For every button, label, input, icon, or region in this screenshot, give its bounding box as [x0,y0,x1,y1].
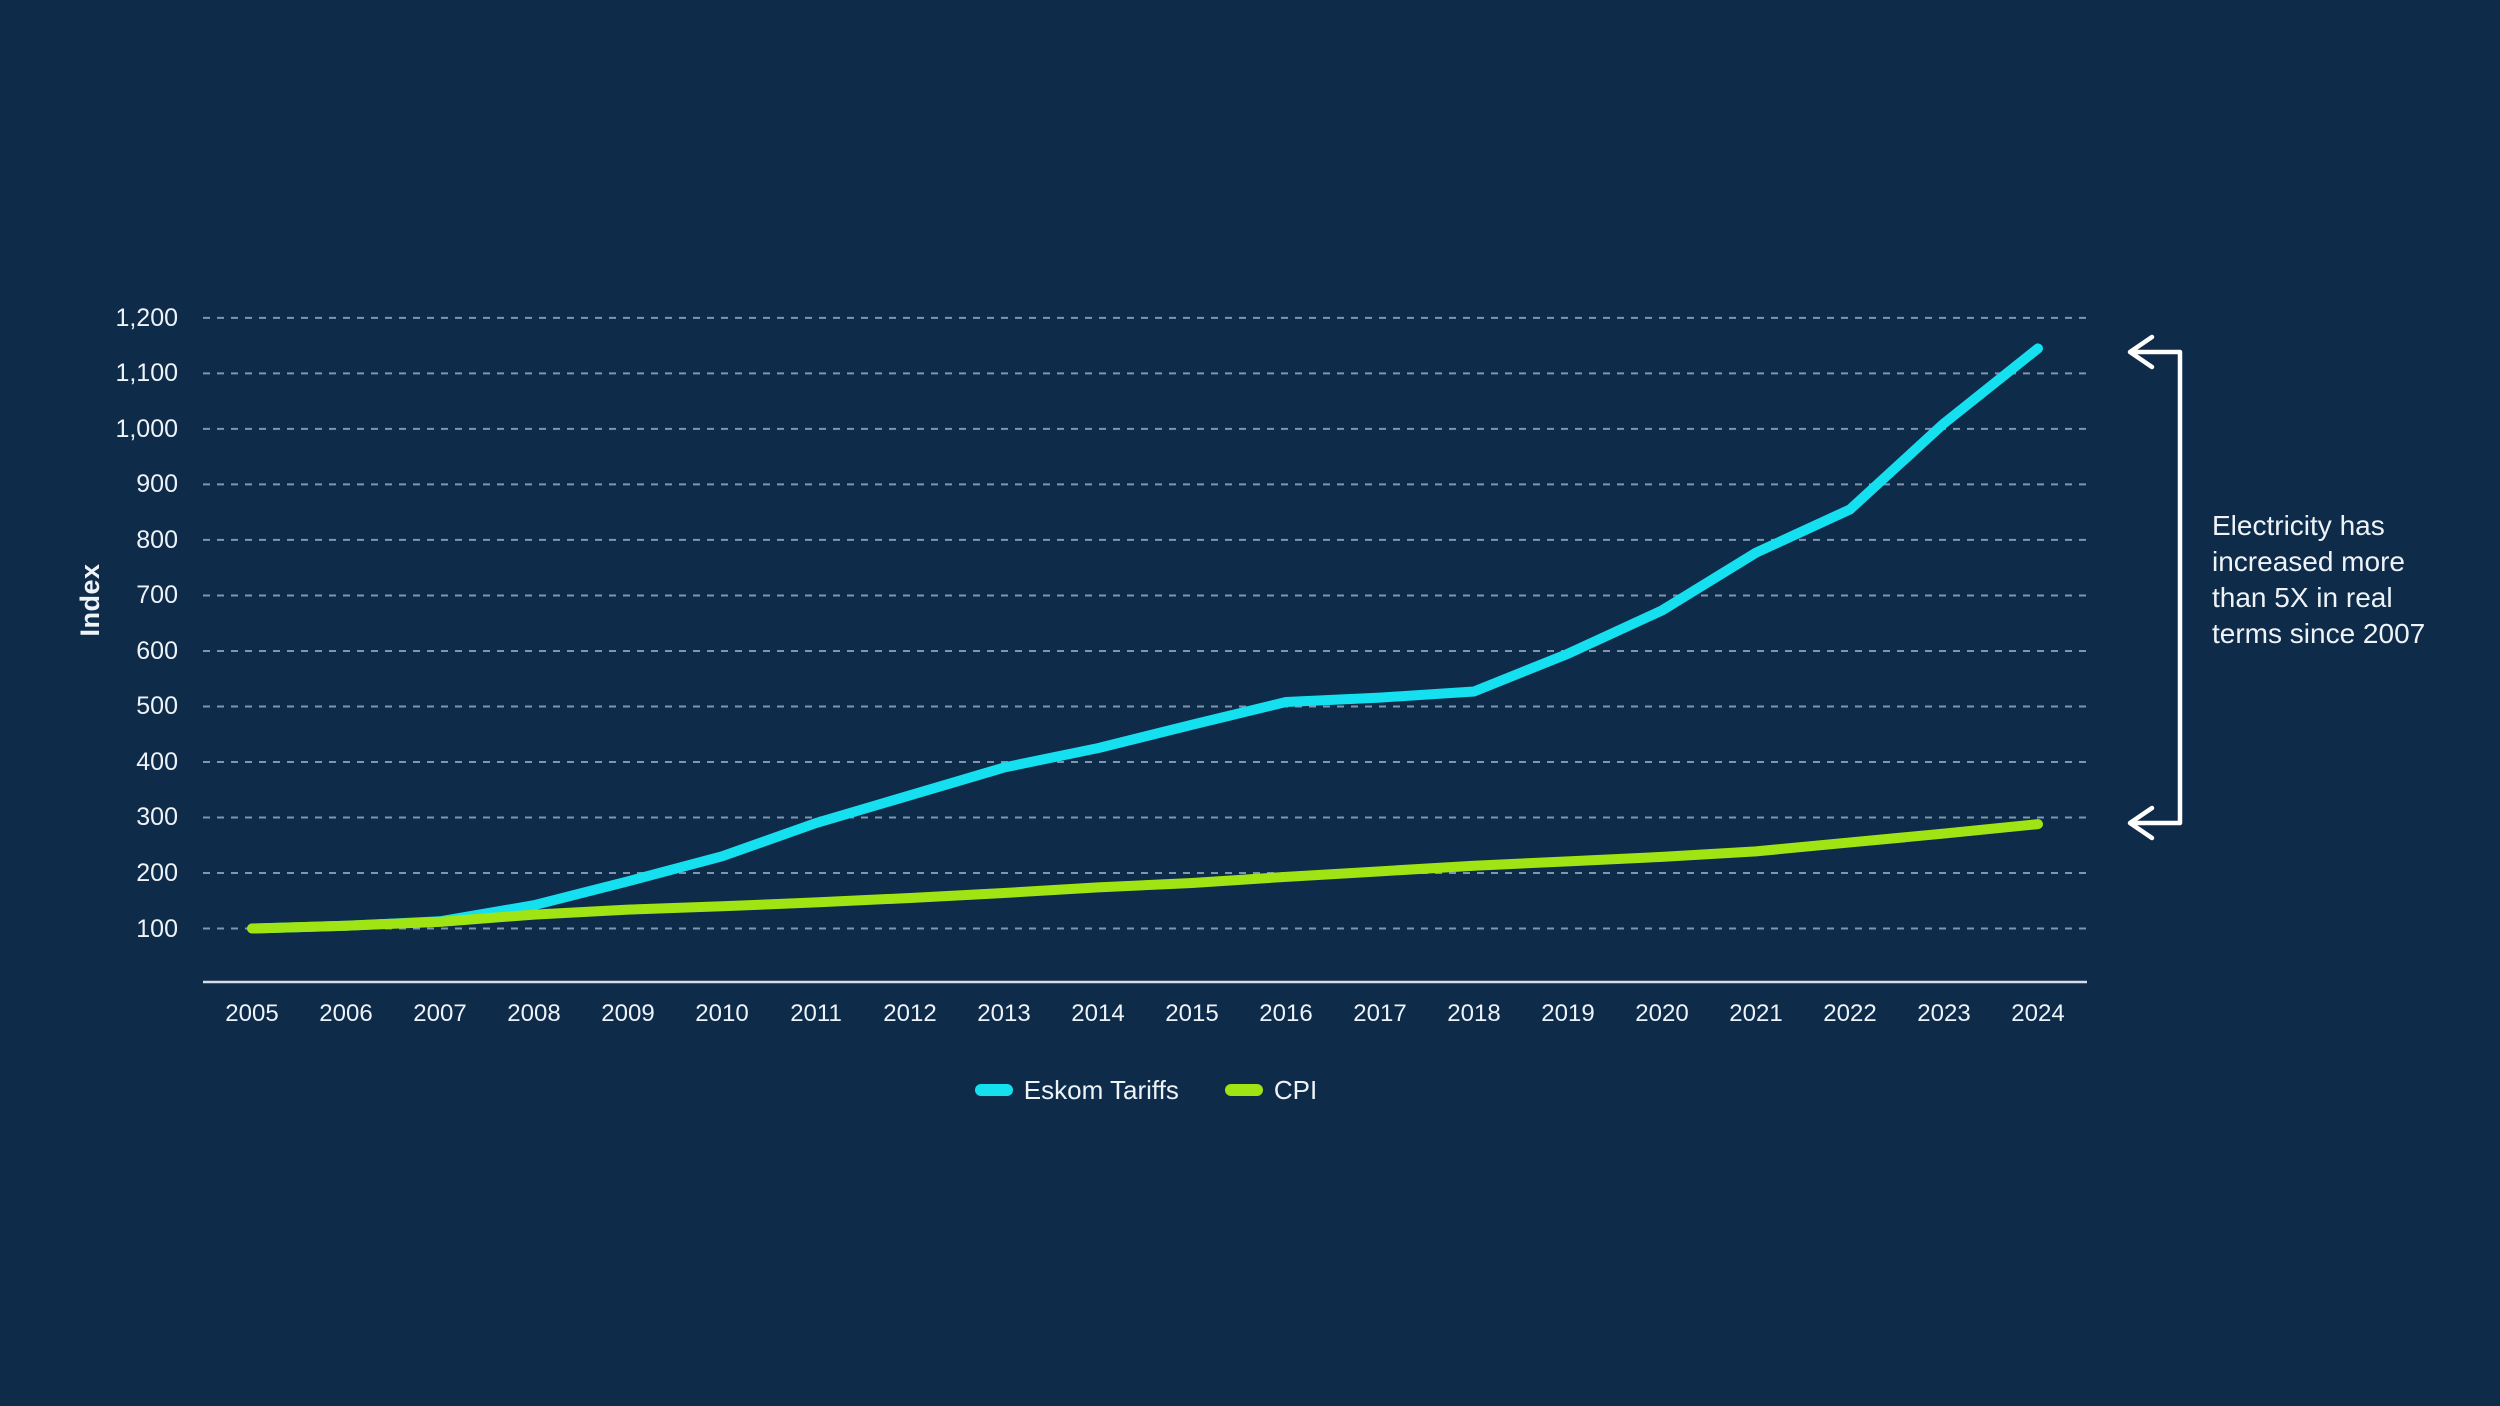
x-tick-label: 2006 [319,1000,373,1027]
annotation-text: Electricity has increased more than 5X i… [2212,508,2462,652]
x-tick-label: 2015 [1165,1000,1219,1027]
legend-item-eskom-tariffs: Eskom Tariffs [974,1074,1179,1106]
series-lines-group [247,343,2043,934]
annotation-line: increased more [2212,546,2405,577]
x-tick-label: 2010 [695,1000,749,1027]
y-tick-label: 800 [136,525,178,554]
gridlines-group [203,316,2087,984]
bracket-arrow-top-icon [2127,334,2155,370]
x-tick-label: 2008 [507,1000,561,1027]
y-tick-label: 900 [136,470,178,499]
x-tick-label: 2005 [225,1000,279,1027]
y-tick-label: 100 [136,914,178,943]
legend-label-eskom-tariffs: Eskom Tariffs [1023,1074,1179,1105]
legend-item-cpi: CPI [1224,1074,1318,1106]
y-tick-label: 700 [136,581,178,610]
x-tick-label: 2021 [1729,1000,1783,1027]
bracket-line [2133,349,2183,826]
y-tick-label: 400 [136,747,178,776]
x-tick-label: 2013 [977,1000,1031,1027]
y-tick-label: 1,200 [115,303,178,332]
y-axis-title: Index [75,563,105,637]
legend: Eskom Tariffs CPI [204,1072,2088,1108]
annotation-line: than 5X in real [2212,582,2393,613]
x-tick-label: 2018 [1447,1000,1501,1027]
x-tick-label: 2011 [790,1000,842,1027]
eskom-tariffs-swatch-icon [974,1084,1013,1096]
x-tick-label: 2017 [1353,1000,1407,1027]
annotation-line: terms since 2007 [2212,618,2426,649]
legend-label-cpi: CPI [1273,1074,1318,1105]
x-tick-label: 2022 [1823,1000,1877,1027]
x-tick-label: 2009 [601,1000,655,1027]
y-tick-label: 300 [136,803,178,832]
x-tick-label: 2023 [1917,1000,1971,1027]
x-tick-label: 2019 [1541,1000,1595,1027]
annotation-line: Electricity has [2212,510,2385,541]
x-tick-label: 2020 [1635,1000,1689,1027]
y-tick-label: 500 [136,692,178,721]
x-tick-label: 2016 [1259,1000,1313,1027]
x-tick-label: 2007 [413,1000,467,1027]
x-tick-label: 2024 [2011,1000,2065,1027]
y-tick-label: 1,000 [115,414,178,443]
y-tick-label: 200 [136,858,178,887]
cpi-line [247,819,2043,934]
eskom-tariffs-line [247,343,2043,934]
y-tick-label: 1,100 [115,359,178,388]
bracket-arrow-bottom-icon [2127,805,2155,841]
x-tick-label: 2014 [1071,1000,1125,1027]
cpi-swatch-icon [1224,1084,1263,1096]
x-tick-label: 2012 [883,1000,937,1027]
y-tick-label: 600 [136,636,178,665]
range-bracket [2127,334,2183,841]
